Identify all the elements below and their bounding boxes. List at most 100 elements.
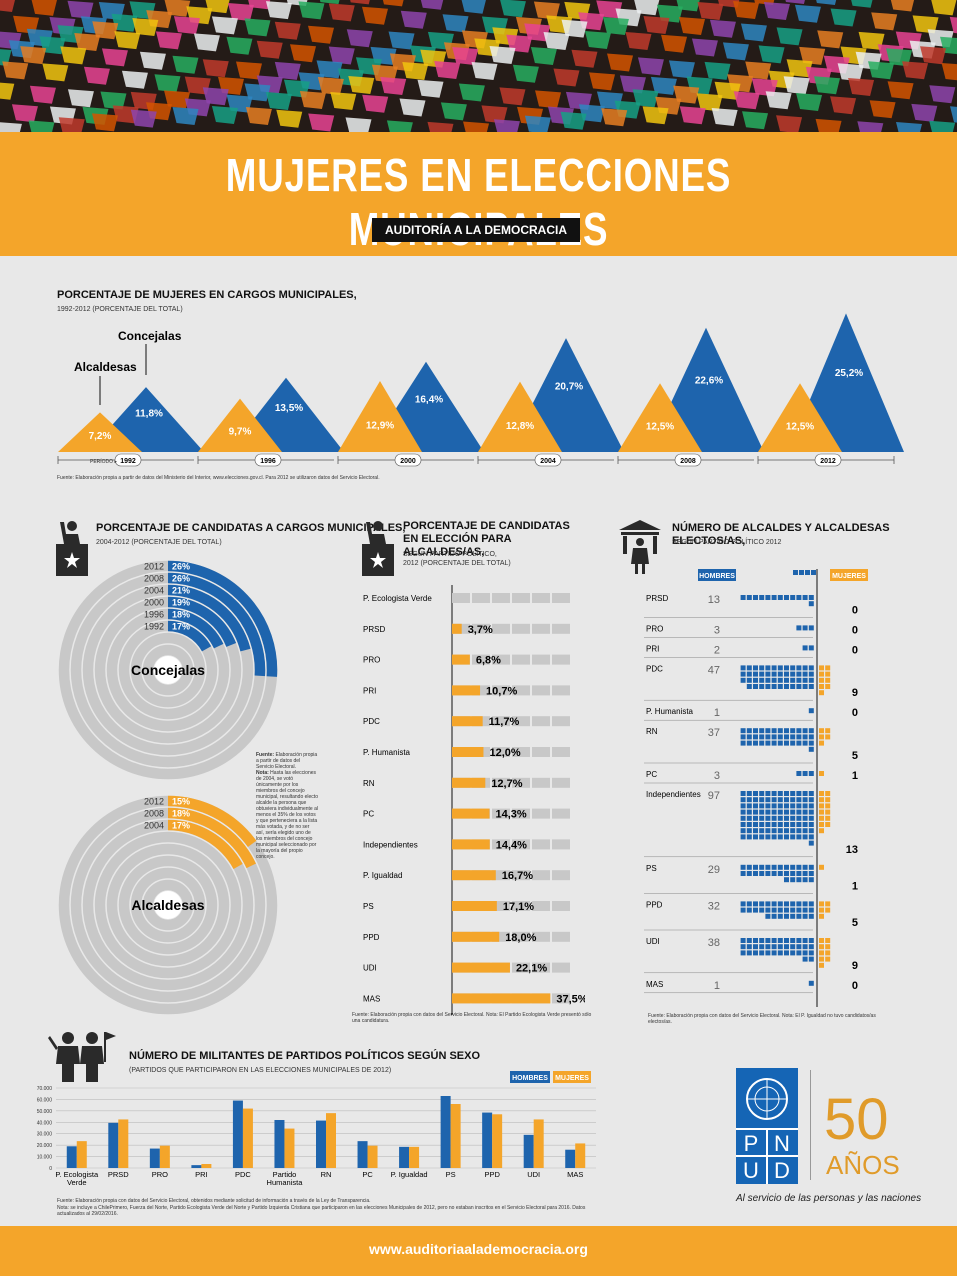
- year-label: 2008: [680, 458, 696, 465]
- hombre-block: [759, 944, 765, 950]
- hombre-block: [808, 665, 814, 671]
- bar-track: [472, 685, 490, 696]
- flag: [571, 49, 598, 68]
- hombre-block: [808, 746, 814, 752]
- flag: [31, 0, 58, 16]
- hombre-block: [802, 834, 808, 840]
- mujeres-count: 0: [852, 707, 858, 719]
- hombre-block: [740, 815, 746, 821]
- flag: [929, 85, 956, 104]
- hombre-block: [771, 728, 777, 734]
- flag: [637, 57, 664, 76]
- mujer-block: [819, 864, 824, 870]
- year-pill: [254, 453, 282, 467]
- flag: [733, 1, 760, 20]
- hombre-block: [765, 684, 771, 689]
- bar-value-label: 10,7%: [486, 685, 517, 697]
- hero-banner: [0, 0, 957, 132]
- y-tick-label: 70.000: [37, 1086, 53, 1092]
- hombre-block: [765, 901, 771, 907]
- hombre-block: [796, 871, 802, 876]
- hombre-block: [777, 913, 783, 919]
- anos-label: AÑOS: [826, 1150, 900, 1180]
- flag: [388, 31, 415, 50]
- x-tick-label: PS: [446, 1170, 456, 1179]
- footer: www.auditoriaalademocracia.org: [0, 1226, 957, 1276]
- mujeres-count: 0: [852, 980, 858, 992]
- x-tick-label: UDI: [527, 1170, 540, 1179]
- year-label: 1992: [120, 458, 136, 465]
- ring-value-arc: [167, 584, 251, 652]
- legend-block: [805, 570, 810, 575]
- flag: [560, 111, 587, 130]
- hombre-block: [765, 938, 771, 943]
- hombre-block: [753, 728, 758, 734]
- bar-track: [532, 716, 550, 727]
- hombre-block: [808, 740, 814, 746]
- x-tick-label: PPD: [484, 1170, 500, 1179]
- flag: [154, 74, 181, 93]
- hombre-block: [759, 815, 765, 821]
- party-label: PS: [363, 902, 374, 911]
- hombre-block: [808, 684, 814, 689]
- hombre-block: [790, 828, 796, 834]
- ring-value-arc: [167, 572, 266, 677]
- hombre-block: [808, 803, 814, 809]
- bar-track: [552, 808, 570, 819]
- hombre-block: [765, 791, 771, 796]
- bar: [452, 716, 483, 727]
- hombre-block: [759, 684, 765, 689]
- hombre-block: [808, 809, 814, 815]
- hombre-block: [790, 950, 796, 956]
- mujer-block: [819, 728, 824, 734]
- bar-value-label: 11,7%: [489, 716, 520, 728]
- hombre-block: [784, 822, 789, 827]
- hombre-block: [771, 871, 777, 876]
- bar-track: [512, 623, 530, 634]
- party-label: PC: [363, 810, 374, 819]
- hombre-block: [802, 956, 808, 962]
- ring-year-label: 2004: [144, 586, 164, 596]
- flag: [868, 61, 895, 80]
- candidatas-rings: 2012 26% 2008 26% 2004 21% 2000 19% 1996 18% 1992 1…: [58, 560, 278, 1015]
- x-tick-label: PDC: [235, 1170, 251, 1179]
- flag: [871, 12, 898, 31]
- hombre-block: [765, 822, 771, 827]
- hombre-block: [777, 938, 783, 943]
- hombre-block: [740, 944, 746, 950]
- flag: [274, 21, 301, 40]
- hombre-block: [784, 938, 789, 943]
- logo-letter-u: U: [743, 1158, 759, 1183]
- hombre-block: [790, 901, 796, 907]
- bar-hombres: [108, 1122, 119, 1168]
- hombre-block: [759, 734, 765, 740]
- hombre-block: [759, 791, 765, 796]
- flag: [386, 120, 413, 132]
- flag: [584, 31, 611, 50]
- hombre-block: [765, 740, 771, 746]
- footer-url-link[interactable]: www.auditoriaalademocracia.org: [369, 1241, 588, 1257]
- flag: [276, 109, 303, 128]
- ring-value-label: 15%: [172, 797, 190, 807]
- hombre-block: [777, 595, 783, 600]
- hombre-block: [765, 728, 771, 734]
- flag: [299, 91, 326, 110]
- y-tick-label: 30.000: [37, 1132, 53, 1138]
- flag: [740, 23, 767, 42]
- hombres-count: 3: [714, 770, 720, 782]
- concejalas-value-label: 25,2%: [835, 368, 863, 379]
- flag: [533, 1, 560, 20]
- hombre-block: [796, 665, 802, 671]
- mujer-block: [819, 822, 824, 827]
- hombre-block: [796, 809, 802, 815]
- bar-track: [512, 685, 530, 696]
- hombre-block: [746, 803, 752, 809]
- flag: [440, 102, 467, 121]
- ring-value-arc: [167, 795, 257, 848]
- flag: [58, 117, 85, 132]
- pnud-logo: P N U D: [736, 1068, 798, 1184]
- flag: [857, 121, 884, 132]
- bar-value-label: 22,1%: [516, 963, 547, 975]
- hombre-block: [802, 791, 808, 796]
- hombre-block: [740, 803, 746, 809]
